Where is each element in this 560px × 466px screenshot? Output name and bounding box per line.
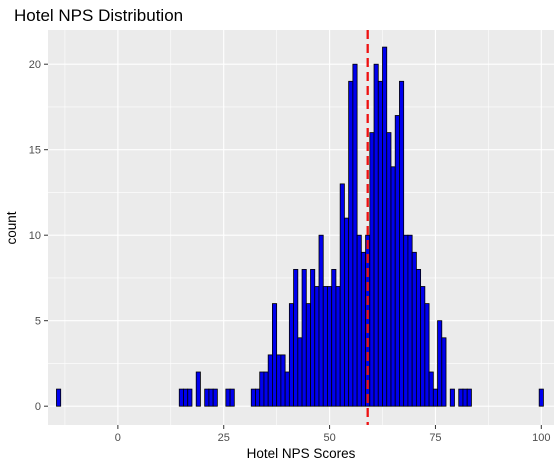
histogram-bars <box>56 46 544 407</box>
histogram-bar <box>348 80 354 407</box>
histogram-bar <box>394 115 400 407</box>
histogram-bar <box>284 371 290 407</box>
histogram-bar <box>297 337 303 407</box>
x-tick-label: 25 <box>218 432 230 444</box>
histogram-bar <box>301 268 307 407</box>
y-axis-title: count <box>4 211 19 244</box>
histogram-bar <box>441 337 447 407</box>
y-tick-label: 5 <box>35 316 41 328</box>
x-tick-label: 100 <box>532 432 550 444</box>
x-tick-label: 0 <box>115 432 121 444</box>
histogram-bar <box>259 371 265 407</box>
histogram-bar <box>424 303 430 407</box>
histogram-bar <box>314 286 320 407</box>
histogram-bar <box>382 46 388 407</box>
histogram-bar <box>318 234 324 407</box>
chart-title: Hotel NPS Distribution <box>14 6 183 25</box>
y-tick-label: 15 <box>29 145 41 157</box>
histogram-bar <box>369 132 375 407</box>
histogram-bar <box>322 286 328 407</box>
histogram-bar <box>276 354 282 407</box>
histogram-bar <box>263 371 269 407</box>
y-axis-ticks: 0 5 10 15 20 <box>29 59 48 413</box>
histogram-bar <box>293 268 299 407</box>
histogram-bar <box>310 268 316 407</box>
histogram-bar <box>267 354 273 407</box>
histogram-bar <box>420 286 426 407</box>
y-tick-label: 10 <box>29 230 41 242</box>
x-tick-label: 50 <box>323 432 335 444</box>
histogram-bar <box>255 388 261 407</box>
histogram-bar <box>212 388 218 407</box>
histogram-bar <box>195 371 201 407</box>
histogram-bar <box>360 251 366 407</box>
x-tick-label: 75 <box>429 432 441 444</box>
histogram-bar <box>377 80 383 407</box>
histogram-bar <box>390 166 396 407</box>
x-axis-ticks: 0 25 50 75 100 <box>115 425 550 444</box>
y-tick-label: 20 <box>29 59 41 71</box>
histogram-bar <box>204 388 210 407</box>
histogram-bar <box>403 234 409 407</box>
histogram-bar <box>187 388 193 407</box>
histogram-bar <box>339 183 345 407</box>
histogram-bar <box>373 63 379 407</box>
histogram-bar <box>449 388 455 407</box>
histogram-bar <box>272 303 278 407</box>
histogram-bar <box>399 80 405 407</box>
histogram-bar <box>432 388 438 407</box>
histogram-bar <box>415 268 422 407</box>
histogram-bar <box>208 388 214 407</box>
histogram-bar <box>437 320 443 407</box>
histogram-bar <box>305 303 311 407</box>
histogram-bar <box>250 388 256 407</box>
x-axis-title: Hotel NPS Scores <box>247 446 356 461</box>
y-tick-label: 0 <box>35 401 41 413</box>
histogram-bar <box>344 217 350 407</box>
histogram-bar <box>331 268 337 407</box>
histogram-bar <box>327 286 333 407</box>
histogram-bar <box>356 234 362 407</box>
histogram-bar <box>386 132 392 407</box>
histogram-bar <box>56 388 62 407</box>
histogram-bar <box>462 388 468 407</box>
histogram-bar <box>280 354 286 407</box>
histogram-bar <box>229 388 235 407</box>
histogram-bar <box>411 251 417 407</box>
histogram-bar <box>183 388 189 407</box>
histogram-bar <box>538 388 544 407</box>
histogram-bar <box>458 388 464 407</box>
histogram-bar <box>335 286 341 407</box>
histogram-bar <box>407 234 413 407</box>
histogram-bar <box>288 303 294 407</box>
histogram-bar <box>428 371 434 407</box>
histogram-bar <box>352 63 358 407</box>
histogram-bar <box>466 388 472 407</box>
histogram-bar <box>178 388 184 407</box>
histogram-bar <box>225 388 231 407</box>
